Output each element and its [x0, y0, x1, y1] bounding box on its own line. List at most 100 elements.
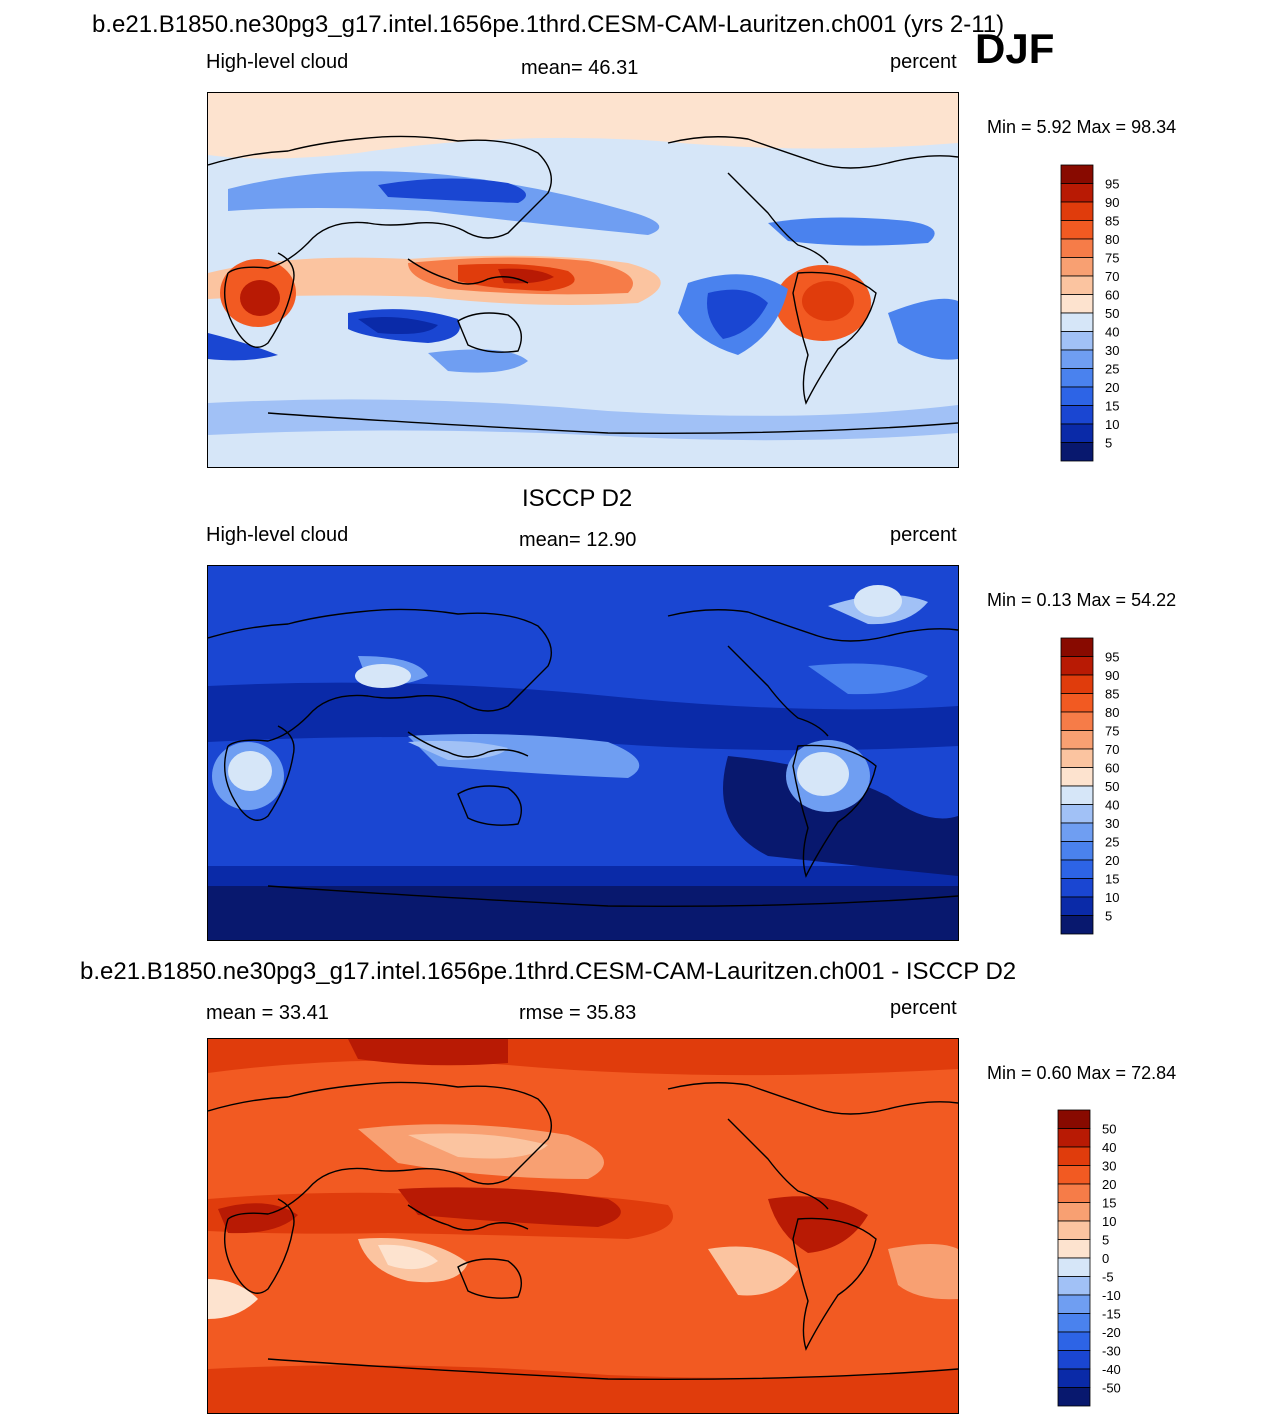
colorbar-swatch — [1060, 785, 1094, 805]
panel3-minmax: Min = 0.60 Max = 72.84 — [987, 1063, 1177, 1083]
panel2-heading: ISCCP D2 — [522, 485, 633, 512]
panel2-left-label: High-level cloud — [206, 524, 349, 546]
colorbar-swatch — [1060, 257, 1094, 277]
colorbar-tick-label: 15 — [1105, 872, 1119, 887]
colorbar-swatch — [1060, 220, 1094, 240]
colorbar-tick-label: -50 — [1102, 1381, 1121, 1396]
colorbar-swatch — [1057, 1368, 1091, 1388]
colorbar-swatch — [1060, 386, 1094, 406]
colorbar-swatch — [1060, 730, 1094, 750]
colorbar-swatch — [1060, 442, 1094, 462]
colorbar-swatch — [1057, 1331, 1091, 1351]
colorbar-swatch — [1057, 1239, 1091, 1259]
colorbar-swatch — [1057, 1146, 1091, 1166]
colorbar-swatch — [1060, 859, 1094, 879]
colorbar-tick-label: 85 — [1105, 687, 1119, 702]
colorbar-swatch — [1060, 164, 1094, 184]
colorbar-tick-label: 60 — [1105, 761, 1119, 776]
panel1-minmax: Min = 5.92 Max = 98.34 — [987, 117, 1177, 137]
panel1-colorbar-swatches: 95 90 85 80 75 70 60 50 40 30 25 20 15 10 5 — [1060, 164, 1119, 462]
colorbar-tick-label: 25 — [1105, 362, 1119, 377]
colorbar-tick-label: 40 — [1105, 325, 1119, 340]
colorbar-tick-label: 5 — [1105, 436, 1112, 451]
colorbar-swatch — [1060, 674, 1094, 694]
colorbar-swatch — [1057, 1128, 1091, 1148]
colorbar-swatch — [1060, 767, 1094, 787]
panel2-mean-label: mean= 12.90 — [519, 529, 637, 551]
panel3-heading: b.e21.B1850.ne30pg3_g17.intel.1656pe.1th… — [80, 958, 1017, 985]
colorbar-tick-label: 30 — [1102, 1159, 1116, 1174]
colorbar-swatch — [1057, 1202, 1091, 1222]
colorbar-tick-label: 90 — [1105, 668, 1119, 683]
colorbar-tick-label: 5 — [1102, 1233, 1109, 1248]
colorbar-swatch — [1057, 1220, 1091, 1240]
panel3-colorbar: 50 40 30 20 15 10 5 0 -5 -10 -15 -20 -30 -40 -50 — [1057, 1109, 1178, 1407]
panel2-minmax: Min = 0.13 Max = 54.22 — [987, 590, 1177, 610]
colorbar-tick-label: -10 — [1102, 1288, 1121, 1303]
colorbar-tick-label: 70 — [1105, 742, 1119, 757]
panel1-mean-label: mean= 46.31 — [521, 57, 639, 79]
colorbar-swatch — [1060, 822, 1094, 842]
colorbar-swatch — [1057, 1294, 1091, 1314]
panel1-map — [207, 92, 959, 468]
colorbar-swatch — [1060, 656, 1094, 676]
main-title: b.e21.B1850.ne30pg3_g17.intel.1656pe.1th… — [92, 11, 1005, 38]
season-label: DJF — [975, 25, 1055, 72]
colorbar-swatch — [1060, 238, 1094, 258]
panel2-units-label: percent — [890, 524, 957, 546]
colorbar-swatch — [1060, 423, 1094, 443]
colorbar-swatch — [1060, 915, 1094, 935]
colorbar-swatch — [1060, 841, 1094, 861]
colorbar-tick-label: 95 — [1105, 650, 1119, 665]
colorbar-tick-label: 95 — [1105, 177, 1119, 192]
coastline-icon — [208, 135, 958, 434]
colorbar-swatch — [1060, 349, 1094, 369]
colorbar-swatch — [1060, 294, 1094, 314]
colorbar-swatch — [1060, 368, 1094, 388]
colorbar-tick-label: 30 — [1105, 343, 1119, 358]
colorbar-swatch — [1060, 275, 1094, 295]
panel3-map — [207, 1038, 959, 1414]
colorbar-swatch — [1060, 637, 1094, 657]
colorbar-tick-label: 85 — [1105, 214, 1119, 229]
colorbar-swatch — [1060, 804, 1094, 824]
colorbar-tick-label: 75 — [1105, 724, 1119, 739]
colorbar-tick-label: 10 — [1105, 890, 1119, 905]
colorbar-swatch — [1060, 331, 1094, 351]
colorbar-tick-label: -20 — [1102, 1325, 1121, 1340]
colorbar-tick-label: 90 — [1105, 195, 1119, 210]
colorbar-tick-label: 40 — [1105, 798, 1119, 813]
colorbar-tick-label: 40 — [1102, 1140, 1116, 1155]
colorbar-tick-label: 10 — [1102, 1214, 1116, 1229]
colorbar-tick-label: -15 — [1102, 1307, 1121, 1322]
panel1-colorbar: 95 90 85 80 75 70 60 50 40 30 25 20 15 10 5 — [1060, 164, 1181, 462]
panel2-colorbar: 95 90 85 80 75 70 60 50 40 30 25 20 15 10 5 — [1060, 637, 1181, 935]
colorbar-swatch — [1060, 201, 1094, 221]
colorbar-tick-label: 0 — [1102, 1251, 1109, 1266]
colorbar-swatch — [1060, 183, 1094, 203]
colorbar-tick-label: 50 — [1105, 306, 1119, 321]
colorbar-swatch — [1057, 1183, 1091, 1203]
colorbar-swatch — [1057, 1109, 1091, 1129]
colorbar-tick-label: 80 — [1105, 705, 1119, 720]
colorbar-tick-label: 50 — [1105, 779, 1119, 794]
colorbar-tick-label: 25 — [1105, 835, 1119, 850]
panel3-rmse-label: rmse = 35.83 — [519, 1002, 637, 1024]
colorbar-tick-label: -30 — [1102, 1344, 1121, 1359]
panel1-units-label: percent — [890, 51, 957, 73]
colorbar-swatch — [1060, 878, 1094, 898]
colorbar-tick-label: 15 — [1105, 399, 1119, 414]
colorbar-tick-label: 5 — [1105, 909, 1112, 924]
colorbar-swatch — [1060, 693, 1094, 713]
colorbar-tick-label: 20 — [1105, 380, 1119, 395]
colorbar-tick-label: 10 — [1105, 417, 1119, 432]
colorbar-swatch — [1060, 748, 1094, 768]
colorbar-tick-label: 20 — [1102, 1177, 1116, 1192]
colorbar-swatch — [1057, 1257, 1091, 1277]
colorbar-tick-label: 80 — [1105, 232, 1119, 247]
colorbar-tick-label: -5 — [1102, 1270, 1114, 1285]
colorbar-tick-label: -40 — [1102, 1362, 1121, 1377]
colorbar-swatch — [1057, 1387, 1091, 1407]
panel1-left-label: High-level cloud — [206, 51, 349, 73]
